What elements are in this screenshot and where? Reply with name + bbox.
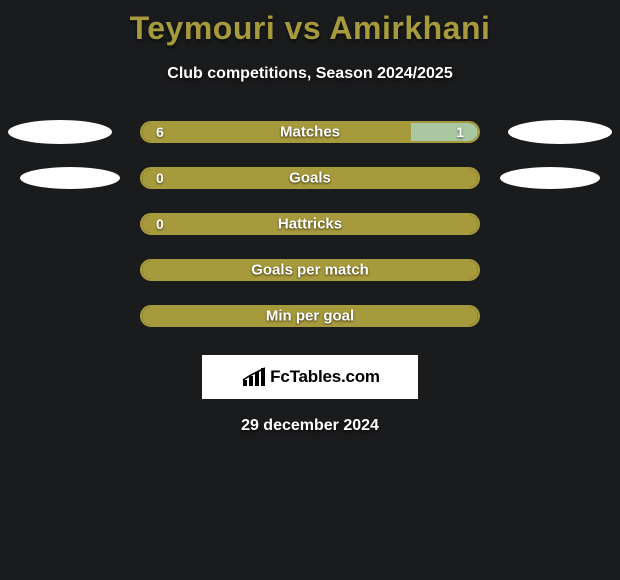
metric-bar: Min per goal [140,305,480,327]
metric-row: 0 Hattricks [0,213,620,235]
metric-bar: 0 Hattricks [140,213,480,235]
metric-bar: Goals per match [140,259,480,281]
player-a-ellipse-icon [20,167,120,189]
player-a-ellipse-icon [8,120,112,144]
bar-segment-a [142,123,411,141]
metric-bar: 6 1 Matches [140,121,480,143]
metric-row: 0 Goals [0,167,620,189]
page-title: Teymouri vs Amirkhani [0,0,620,47]
metric-row: Goals per match [0,259,620,281]
value-a: 0 [156,216,164,232]
comparison-chart: 6 1 Matches 0 Goals 0 Hattricks Goals per match… [0,121,620,327]
metric-label: Hattricks [278,216,342,233]
value-a: 0 [156,170,164,186]
metric-bar: 0 Goals [140,167,480,189]
player-b-ellipse-icon [500,167,600,189]
metric-label: Min per goal [266,308,354,325]
metric-row: 6 1 Matches [0,121,620,143]
value-b: 1 [456,124,464,140]
metric-row: Min per goal [0,305,620,327]
brand-badge: FcTables.com [202,355,418,399]
metric-label: Goals [289,170,331,187]
player-b-ellipse-icon [508,120,612,144]
brand-text: FcTables.com [270,367,380,387]
metric-label: Goals per match [251,262,369,279]
metric-label: Matches [280,124,340,141]
bar-segment-b [411,123,478,141]
date-label: 29 december 2024 [0,417,620,435]
bars-icon [240,366,268,388]
value-a: 6 [156,124,164,140]
subtitle: Club competitions, Season 2024/2025 [0,65,620,83]
